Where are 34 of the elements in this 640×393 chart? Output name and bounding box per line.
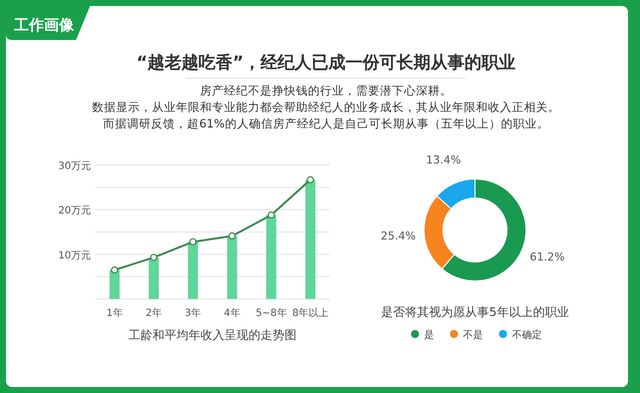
text: 数据显示，从业年限和专业能力都会帮助经纪人的业务成长，其从业年限和收入正相关。: [92, 100, 560, 114]
legend-label: 不是: [463, 330, 483, 341]
bar: [227, 236, 238, 299]
data-label: 13.4%: [426, 154, 462, 167]
bar: [188, 242, 198, 299]
text: 而据调研反馈，超61%的人确信房产经纪人是自己可长期从事（五年以上）的职业。: [103, 116, 549, 130]
point: [110, 266, 118, 274]
x-tick-label: 2年: [146, 307, 162, 319]
bar: [110, 270, 120, 299]
x-tick-label: 1年: [106, 307, 123, 319]
point: [150, 254, 158, 262]
x-tick-label: 3年: [184, 307, 202, 319]
text: 工作画像: [13, 16, 75, 34]
y-tick-label: 30万元: [58, 161, 91, 172]
bar: [266, 215, 276, 299]
point: [268, 211, 275, 219]
bar: [305, 180, 316, 299]
x-tick-label: 8年以上: [292, 307, 329, 319]
x-tick-label: 5~8年: [256, 307, 287, 319]
text: “越老越吃香”，经纪人已成一份可长期从事的职业: [136, 53, 516, 73]
text: 房产经纪不是挣快钱的行业，需要潜下心深耕。: [200, 84, 452, 98]
point: [306, 176, 314, 184]
point: [189, 238, 197, 246]
data-label: 25.4%: [380, 229, 416, 242]
point: [228, 232, 236, 240]
legend-label: 是: [424, 330, 434, 341]
y-tick-label: 20万元: [58, 206, 91, 217]
legend-label: 不确定: [512, 329, 542, 341]
x-axis-title: 工龄和平均年收入呈现的走势图: [128, 328, 296, 342]
bar: [148, 257, 159, 299]
text: 是否将其视为愿从事5年以上的职业: [381, 305, 569, 319]
y-tick-label: 10万元: [58, 250, 91, 262]
x-tick-label: 4年: [224, 307, 240, 319]
data-label: 61.2%: [530, 250, 565, 264]
